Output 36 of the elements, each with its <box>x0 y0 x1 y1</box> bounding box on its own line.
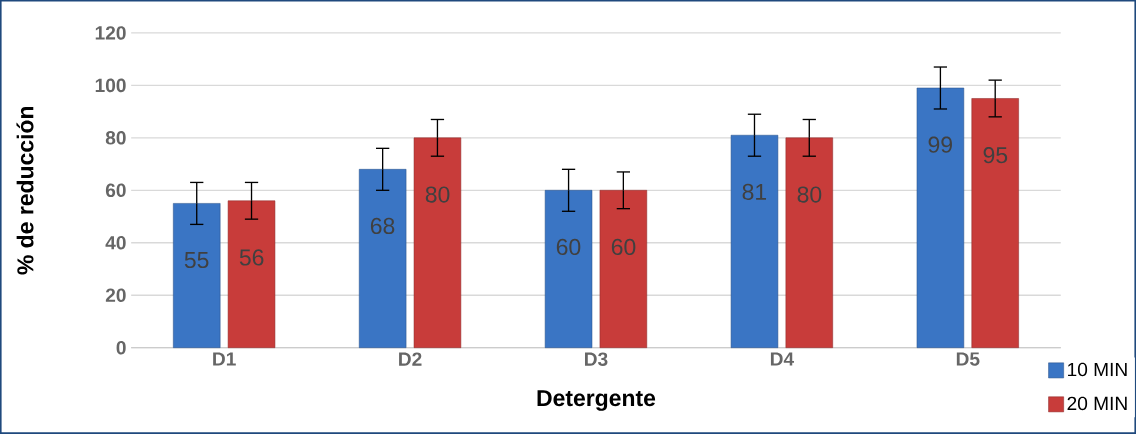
bar <box>413 137 462 349</box>
y-axis-title: % de reducción <box>16 106 34 275</box>
y-tick-label: 60 <box>105 183 126 198</box>
bar <box>916 87 965 349</box>
legend-label: 20 MIN <box>1067 396 1127 411</box>
x-tick-label: D1 <box>213 352 236 366</box>
y-tick-label: 40 <box>105 236 126 250</box>
bar <box>730 135 779 349</box>
y-tick-label: 120 <box>95 26 126 40</box>
bar <box>971 98 1019 349</box>
data-label: 56 <box>239 249 264 266</box>
bar <box>544 190 593 349</box>
data-label: 95 <box>983 147 1008 164</box>
bar <box>227 200 276 349</box>
x-tick-label: D4 <box>770 352 795 366</box>
data-label: 80 <box>425 186 450 203</box>
x-tick-label: D3 <box>585 352 608 366</box>
y-tick-label: 80 <box>105 131 126 145</box>
data-label: 99 <box>928 136 952 153</box>
x-tick-label: D2 <box>399 352 422 366</box>
data-label: 80 <box>797 186 822 203</box>
x-tick-label: D5 <box>956 352 980 366</box>
data-label: 81 <box>742 183 767 201</box>
data-label: 55 <box>184 252 209 269</box>
x-axis-title: Detergente <box>537 390 656 411</box>
data-label: 60 <box>611 238 636 256</box>
y-tick-label: 20 <box>105 288 126 303</box>
y-tick-label: 0 <box>116 340 126 355</box>
legend-label: 10 MIN <box>1068 362 1127 377</box>
bar <box>173 203 221 349</box>
bar <box>599 190 648 349</box>
y-tick-label: 100 <box>95 78 126 93</box>
data-label: 60 <box>556 238 581 256</box>
bar <box>358 169 407 349</box>
bar <box>785 137 833 349</box>
data-label: 68 <box>370 217 395 235</box>
